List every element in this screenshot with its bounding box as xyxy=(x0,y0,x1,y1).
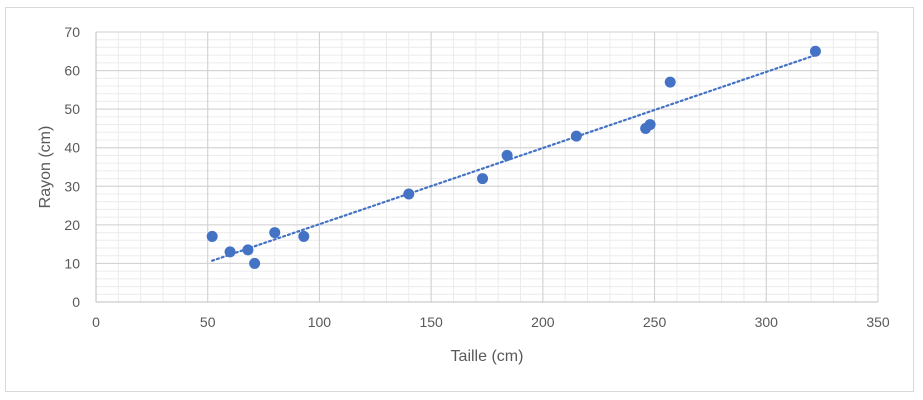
y-tick-label: 40 xyxy=(64,140,80,156)
x-tick-label: 350 xyxy=(866,314,890,330)
y-tick-label: 0 xyxy=(72,294,80,310)
y-axis-title: Rayon (cm) xyxy=(37,126,54,209)
x-tick-label: 250 xyxy=(643,314,667,330)
data-point xyxy=(644,119,656,131)
y-tick-label: 30 xyxy=(64,178,80,194)
x-tick-label: 150 xyxy=(419,314,443,330)
x-tick-label: 300 xyxy=(755,314,779,330)
linear-trendline xyxy=(211,54,817,262)
y-tick-label: 50 xyxy=(64,101,80,117)
data-point xyxy=(206,230,218,242)
data-point xyxy=(242,244,254,256)
data-point xyxy=(403,188,415,200)
data-point xyxy=(224,246,236,258)
x-tick-label: 50 xyxy=(200,314,216,330)
x-tick-label: 0 xyxy=(92,314,100,330)
scatter-chart: 0 10 20 30 40 50 60 70 0 50 100 150 200 250 300 350 Ta… xyxy=(37,24,890,365)
trendline-group xyxy=(211,54,817,262)
y-tick-label: 20 xyxy=(64,217,80,233)
data-point xyxy=(809,45,821,57)
data-point xyxy=(477,173,489,185)
x-axis-tick-labels: 0 50 100 150 200 250 300 350 xyxy=(92,314,890,330)
y-axis-tick-labels: 0 10 20 30 40 50 60 70 xyxy=(64,24,80,310)
data-points xyxy=(206,45,821,269)
x-tick-label: 100 xyxy=(308,314,332,330)
data-point xyxy=(570,130,582,142)
data-point xyxy=(269,227,281,239)
y-tick-label: 60 xyxy=(64,63,80,79)
data-point xyxy=(501,149,513,161)
axes xyxy=(95,32,878,303)
data-point xyxy=(664,76,676,88)
y-tick-label: 70 xyxy=(64,24,80,40)
x-tick-label: 200 xyxy=(531,314,555,330)
data-point xyxy=(298,230,310,242)
y-tick-label: 10 xyxy=(64,255,80,271)
chart-container: 0 10 20 30 40 50 60 70 0 50 100 150 200 250 300 350 Ta… xyxy=(5,7,914,392)
major-gridlines xyxy=(95,31,879,303)
x-axis-title: Taille (cm) xyxy=(451,348,524,365)
data-point xyxy=(249,257,261,269)
